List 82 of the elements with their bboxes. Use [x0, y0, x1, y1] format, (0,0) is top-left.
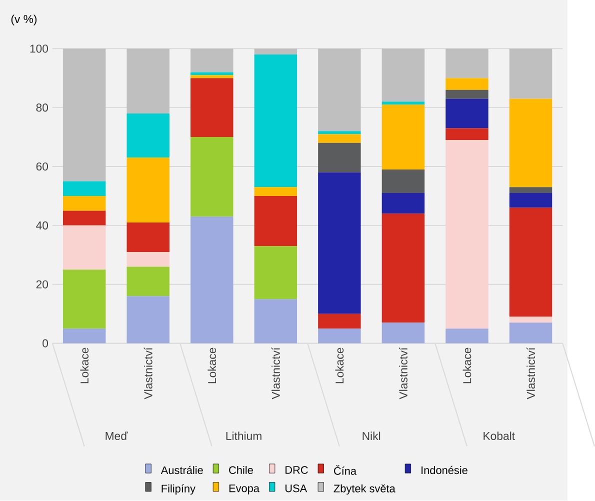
bar	[62, 226, 106, 270]
bar	[126, 114, 170, 158]
bar	[190, 137, 234, 217]
bar	[126, 266, 170, 296]
bar	[190, 48, 234, 72]
legend-label: DRC	[286, 466, 308, 474]
bar	[190, 78, 234, 138]
bar	[126, 48, 170, 114]
y-tick-label: 100	[30, 44, 48, 53]
bar	[254, 187, 298, 196]
x-tick-label: Vlastnictví	[271, 348, 280, 400]
x-tick-label: Vlastnictví	[526, 348, 535, 400]
text: Meď	[106, 432, 128, 440]
bar	[62, 270, 106, 329]
bar	[318, 131, 361, 134]
x-tick-label: Vlastnictví	[144, 348, 152, 400]
bar	[190, 75, 234, 78]
bar	[446, 98, 488, 128]
bar	[509, 98, 552, 188]
bar	[126, 252, 170, 267]
bar	[509, 48, 552, 99]
y-tick-label: 0	[42, 339, 48, 348]
legend-label: Evopa	[229, 484, 260, 495]
bar	[509, 187, 552, 194]
bar	[509, 193, 552, 208]
bar	[190, 216, 234, 344]
text: Kobalt	[484, 432, 515, 440]
x-tick-label: Lokace	[335, 348, 344, 384]
bar	[318, 172, 361, 314]
bar	[382, 48, 425, 102]
bar	[254, 54, 298, 188]
bar	[62, 48, 106, 182]
y-axis-title: (v %)	[11, 14, 37, 26]
bar	[446, 78, 488, 90]
bar	[318, 48, 361, 132]
bar	[62, 328, 106, 344]
bar	[254, 196, 298, 246]
legend-label: Filipíny	[162, 484, 196, 495]
bar	[509, 208, 552, 317]
text: Nikl	[362, 432, 380, 440]
bar	[126, 222, 170, 252]
x-tick-label: Lokace	[80, 348, 89, 384]
legend-label: USA	[285, 484, 308, 492]
bar	[382, 170, 425, 194]
bar	[446, 90, 488, 99]
bar	[446, 48, 488, 78]
legend-label: Indonésie	[422, 466, 468, 474]
text: Lithium	[226, 432, 262, 440]
y-tick-label: 40	[36, 222, 48, 230]
bar	[190, 72, 234, 76]
legend-label: Austrálie	[160, 466, 203, 474]
bar	[382, 102, 425, 105]
bar	[446, 140, 488, 329]
legend-label: Čína	[334, 465, 357, 475]
bar	[446, 328, 488, 344]
bar	[318, 134, 361, 144]
bar	[509, 316, 552, 323]
bar	[318, 328, 361, 344]
bar	[62, 210, 106, 226]
y-tick-label: 20	[36, 280, 48, 289]
bar	[62, 181, 106, 196]
x-tick-label: Lokace	[462, 348, 472, 384]
bar	[382, 214, 425, 323]
bar	[126, 158, 170, 223]
bar	[62, 196, 106, 211]
bar	[382, 322, 425, 344]
y-tick-label: 60	[36, 162, 48, 171]
bar	[254, 246, 298, 300]
bar	[126, 296, 170, 344]
bar	[382, 104, 425, 170]
bar	[446, 128, 488, 140]
bar	[318, 143, 361, 173]
y-tick-label: 80	[36, 104, 48, 112]
bar	[254, 48, 298, 55]
x-tick-label: Vlastnictví	[398, 348, 408, 400]
x-tick-label: Lokace	[208, 348, 216, 384]
bar	[318, 314, 361, 329]
bar	[254, 299, 298, 344]
legend-label: Chile	[229, 466, 253, 474]
bar	[382, 193, 425, 214]
legend-label: Zbytek světa	[334, 484, 396, 495]
bar	[509, 322, 552, 344]
